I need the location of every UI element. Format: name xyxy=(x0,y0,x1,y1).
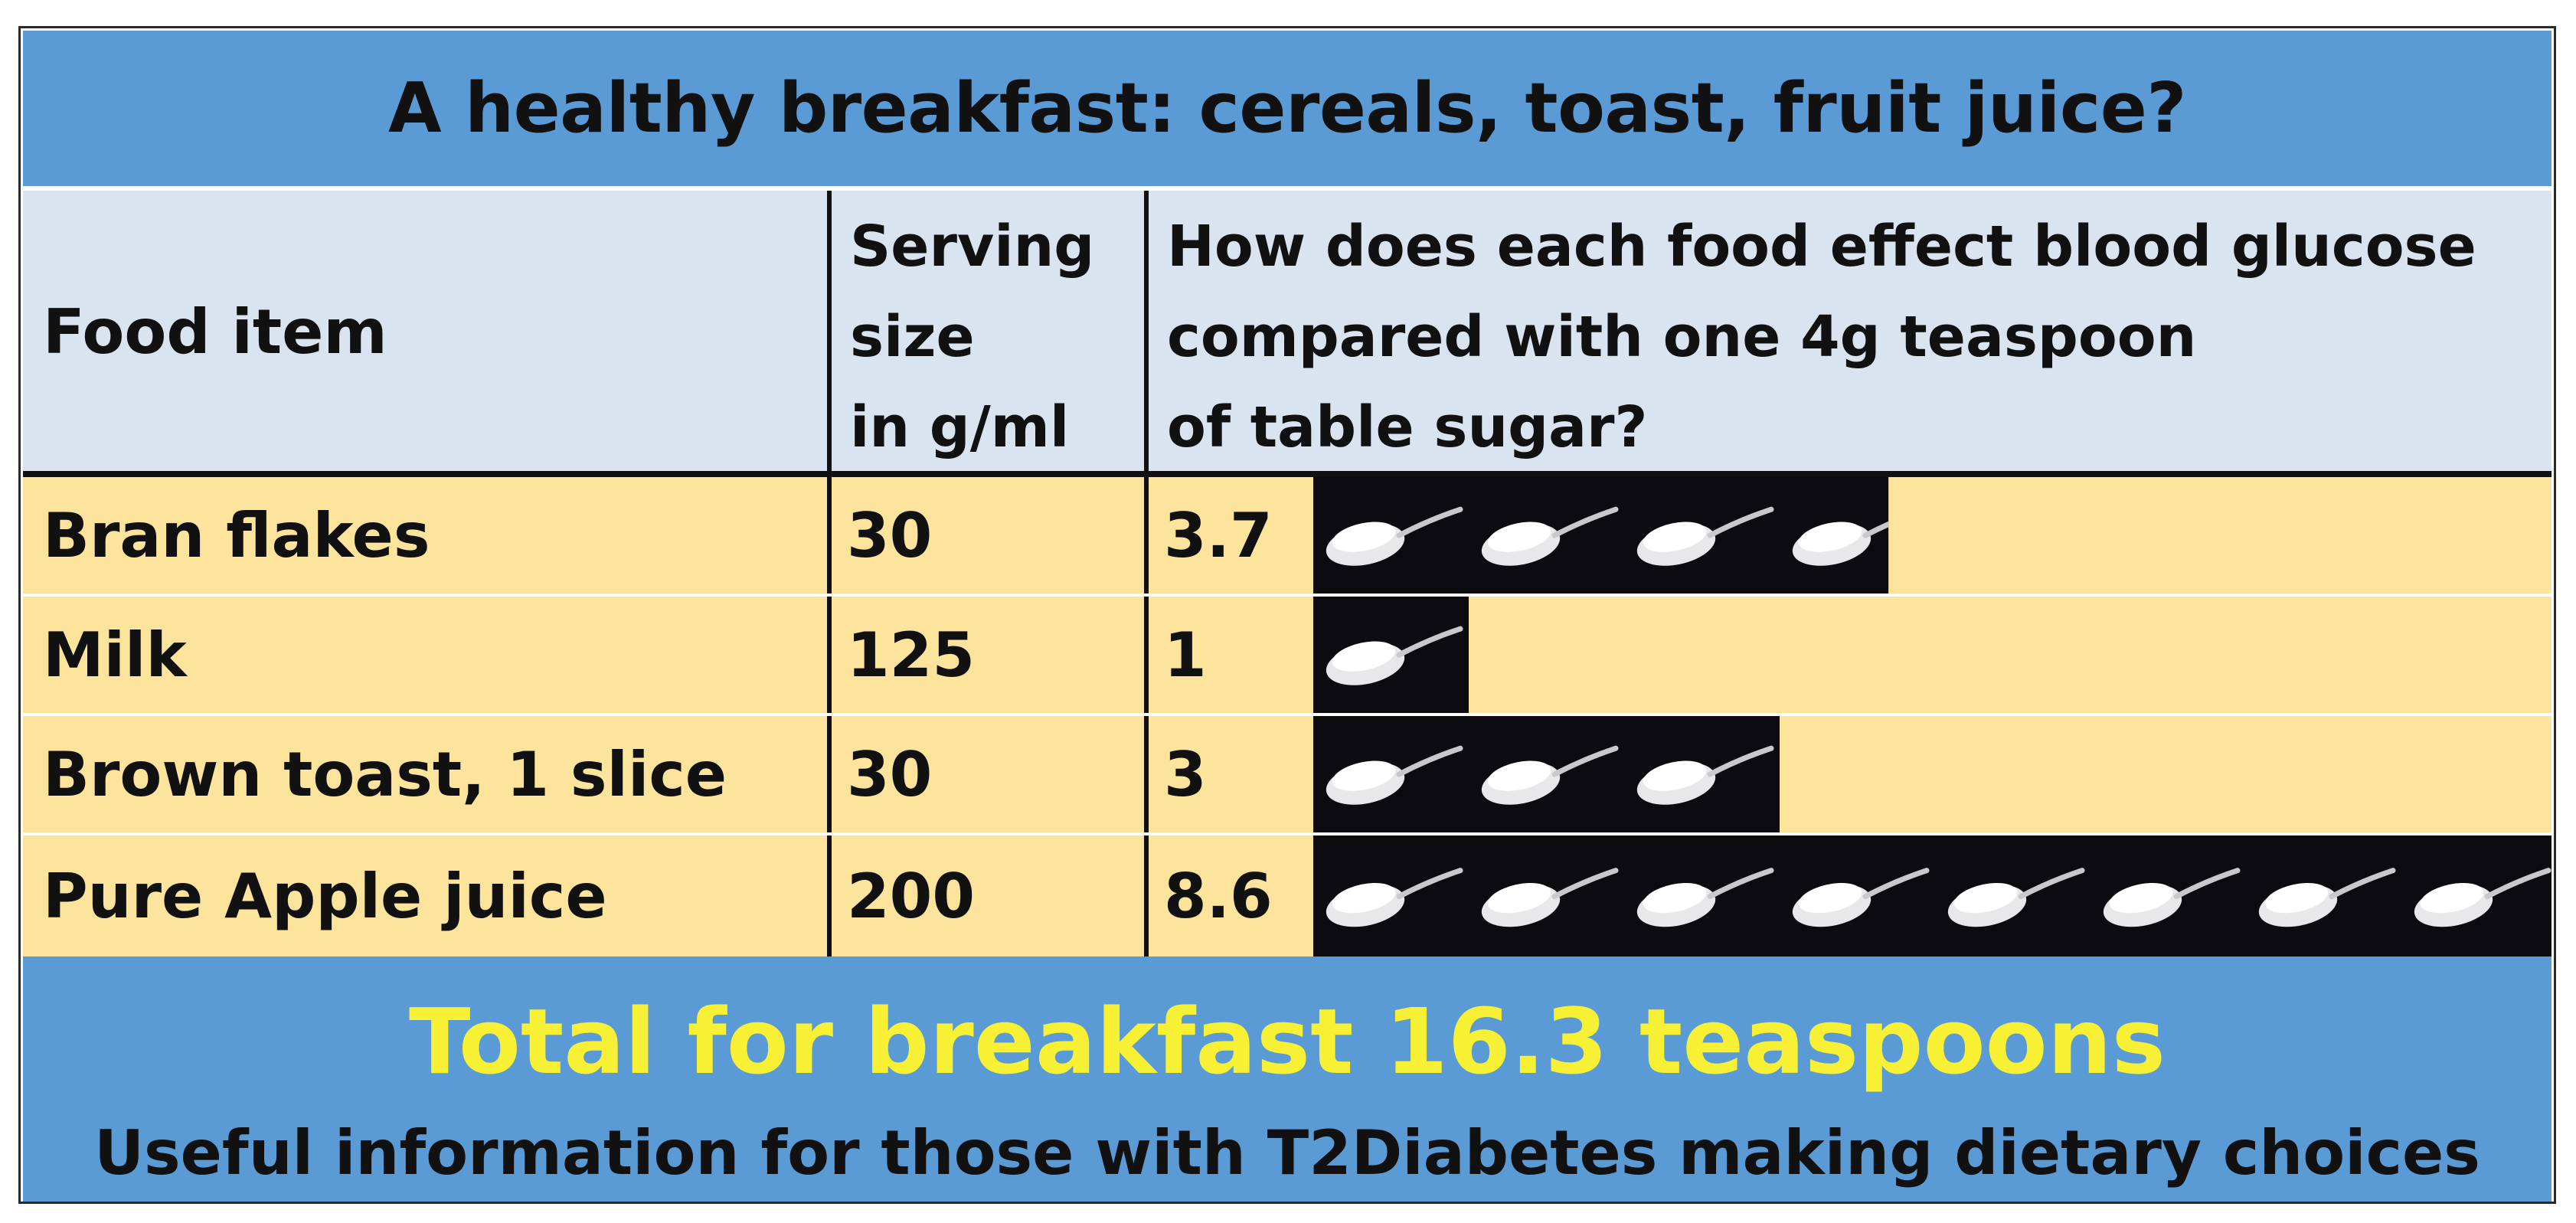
teaspoon-icon xyxy=(1624,477,1780,594)
serving-value: 125 xyxy=(847,619,975,691)
page-title: A healthy breakfast: cereals, toast, fru… xyxy=(388,68,2186,149)
teaspoon-icon xyxy=(1469,716,1624,832)
header-serving-line: Serving xyxy=(850,214,1095,280)
breakfast-total: Total for breakfast 16.3 teaspoons xyxy=(409,989,2166,1094)
teaspoon-value: 8.6 xyxy=(1164,860,1273,932)
infographic-frame: A healthy breakfast: cereals, toast, fru… xyxy=(18,26,2556,1204)
column-divider xyxy=(1144,191,1149,956)
teaspoon-icon xyxy=(1313,716,1469,832)
header-serving-line: size xyxy=(850,304,975,370)
breakfast-table: Food item Serving size in g/ml How does … xyxy=(23,191,2551,956)
teaspoon-icon xyxy=(1935,835,2091,956)
header-effect-line: of table sugar? xyxy=(1167,394,1648,460)
serving-value: 30 xyxy=(847,499,933,571)
food-name: Pure Apple juice xyxy=(43,860,607,932)
teaspoon-icon xyxy=(1624,716,1780,832)
teaspoon-icon xyxy=(1469,477,1624,594)
header-divider xyxy=(23,471,2551,477)
header-effect-line: compared with one 4g teaspoon xyxy=(1167,304,2197,370)
teaspoon-icon xyxy=(2401,835,2551,956)
header-serving-size: Serving size in g/ml xyxy=(832,191,1144,473)
teaspoon-icon xyxy=(1780,835,1935,956)
column-divider xyxy=(827,191,832,956)
footer-note: Useful information for those with T2Diab… xyxy=(94,1117,2480,1189)
title-bar: A healthy breakfast: cereals, toast, fru… xyxy=(23,31,2551,186)
serving-value: 200 xyxy=(847,860,975,932)
teaspoon-icon xyxy=(2246,835,2401,956)
teaspoon-value: 3 xyxy=(1164,738,1207,810)
food-cell: Brown toast, 1 slice xyxy=(23,716,827,832)
spoon-pictogram-chart xyxy=(1313,477,2551,956)
header-serving-line: in g/ml xyxy=(850,394,1070,460)
food-cell: Bran flakes xyxy=(23,477,827,594)
row-divider xyxy=(23,832,2551,835)
serving-cell: 30 xyxy=(832,477,1144,594)
header-effect-line: How does each food effect blood glucose xyxy=(1167,214,2476,280)
teaspoon-icon xyxy=(1469,835,1624,956)
footer-bar: Total for breakfast 16.3 teaspoons Usefu… xyxy=(23,956,2551,1202)
teaspoon-value: 3.7 xyxy=(1164,499,1273,571)
header-food-item-label: Food item xyxy=(43,296,387,368)
food-name: Milk xyxy=(43,619,187,691)
food-cell: Pure Apple juice xyxy=(23,835,827,956)
header-glucose-effect: How does each food effect blood glucose … xyxy=(1149,191,2551,473)
food-name: Bran flakes xyxy=(43,499,430,571)
food-name: Brown toast, 1 slice xyxy=(43,738,727,810)
teaspoon-icon xyxy=(1313,835,1469,956)
header-food-item: Food item xyxy=(23,191,827,473)
teaspoon-icon xyxy=(1313,477,1469,594)
teaspoon-icon xyxy=(1313,597,1469,713)
serving-cell: 125 xyxy=(832,597,1144,713)
row-divider xyxy=(23,594,2551,597)
serving-value: 30 xyxy=(847,738,933,810)
teaspoon-icon xyxy=(1624,835,1780,956)
teaspoon-value: 1 xyxy=(1164,619,1207,691)
teaspoon-icon xyxy=(2091,835,2246,956)
food-cell: Milk xyxy=(23,597,827,713)
serving-cell: 200 xyxy=(832,835,1144,956)
teaspoon-icon xyxy=(1780,477,1889,594)
row-divider xyxy=(23,713,2551,716)
serving-cell: 30 xyxy=(832,716,1144,832)
